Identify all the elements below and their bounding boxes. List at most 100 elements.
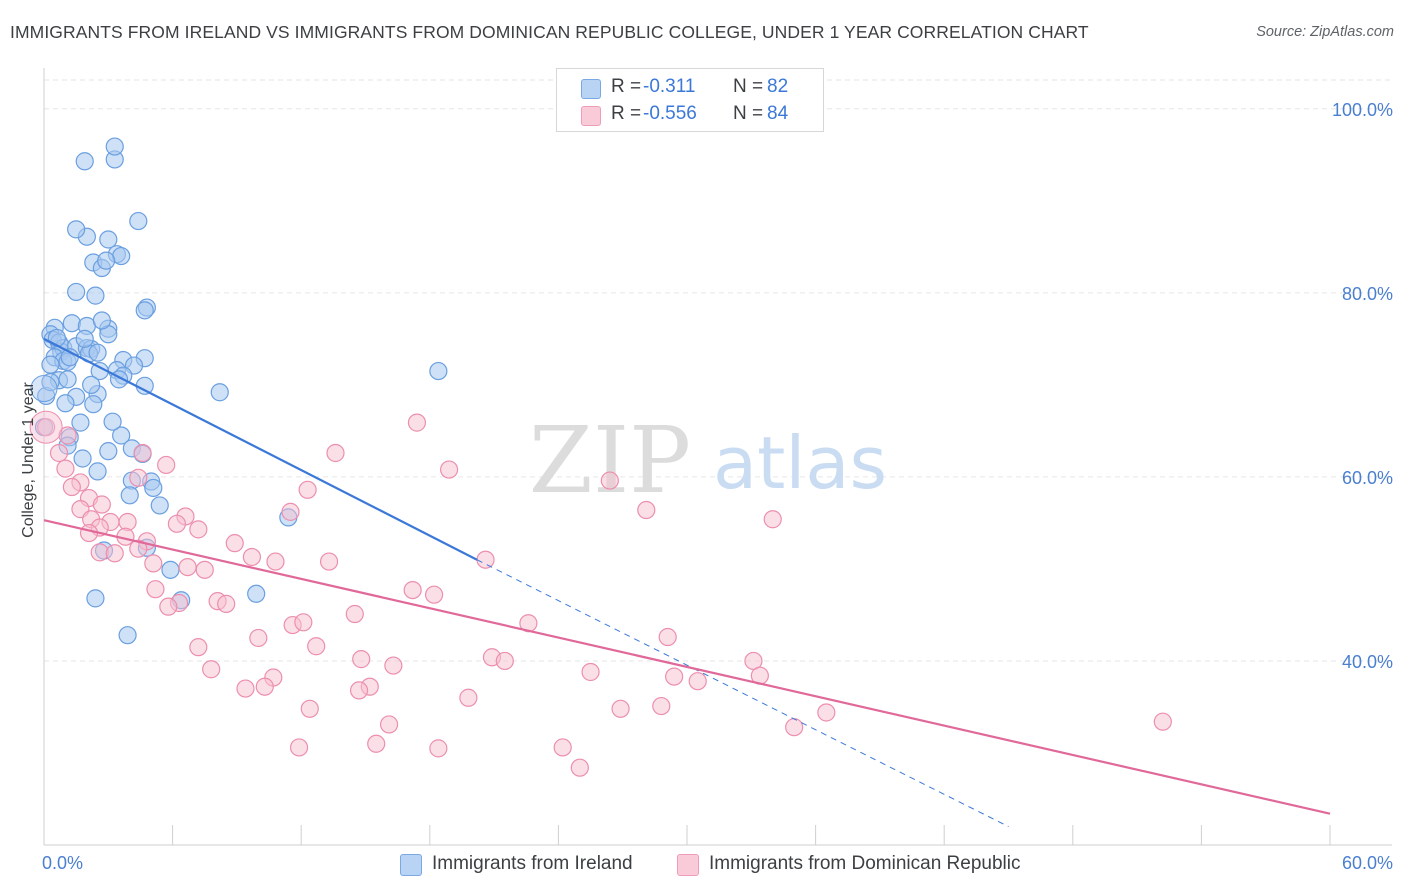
point-dr bbox=[570, 758, 589, 777]
y-tick-label: 40.0% bbox=[1342, 652, 1393, 672]
point-ireland bbox=[103, 412, 122, 431]
point-ireland bbox=[75, 329, 94, 348]
point-ireland bbox=[47, 328, 66, 348]
point-dr bbox=[637, 500, 656, 520]
bottom-legend-label-ireland: Immigrants from Ireland bbox=[432, 853, 633, 874]
point-ireland bbox=[92, 311, 111, 330]
point-ireland bbox=[71, 413, 90, 432]
point-ireland bbox=[161, 560, 180, 579]
point-ireland bbox=[67, 220, 86, 239]
point-dr bbox=[294, 613, 313, 632]
point-dr bbox=[1153, 712, 1172, 731]
point-ireland bbox=[112, 426, 131, 445]
point-ireland bbox=[99, 442, 118, 461]
point-ireland bbox=[118, 626, 137, 645]
point-dr bbox=[384, 656, 403, 675]
source-credit: Source: ZipAtlas.com bbox=[1256, 24, 1394, 40]
watermark-zip: ZIP bbox=[529, 407, 691, 514]
point-ireland bbox=[429, 361, 448, 381]
point-dr bbox=[56, 459, 75, 478]
point-dr bbox=[319, 552, 339, 571]
axes bbox=[43, 68, 1392, 846]
legend-swatch-ireland bbox=[581, 79, 601, 99]
series-ireland-points bbox=[30, 137, 448, 645]
point-dr bbox=[189, 638, 208, 657]
bottom-legend-swatch-ireland bbox=[400, 854, 422, 876]
point-ireland bbox=[58, 370, 77, 389]
point-dr bbox=[58, 426, 77, 445]
point-dr bbox=[62, 477, 81, 497]
point-dr bbox=[133, 443, 152, 463]
point-dr bbox=[688, 672, 707, 691]
point-ireland bbox=[144, 478, 163, 498]
trend-ireland-extension bbox=[476, 559, 1009, 828]
x-tick-label: 60.0% bbox=[1342, 853, 1393, 873]
legend-n-label: N = bbox=[733, 103, 764, 124]
point-ireland bbox=[62, 314, 81, 333]
point-dr bbox=[92, 495, 111, 514]
point-ireland bbox=[97, 251, 116, 270]
point-ireland-large bbox=[30, 375, 58, 403]
point-dr bbox=[307, 637, 326, 656]
point-ireland bbox=[88, 343, 107, 362]
point-dr bbox=[289, 738, 309, 757]
point-dr bbox=[242, 547, 262, 567]
point-dr bbox=[146, 580, 165, 599]
point-ireland bbox=[41, 355, 60, 374]
y-axis-label: College, Under 1 year bbox=[20, 382, 37, 538]
point-dr-large bbox=[29, 410, 63, 444]
point-dr bbox=[424, 585, 444, 604]
legend-r-value: -0.311 bbox=[643, 76, 696, 97]
trend-dr bbox=[43, 519, 1331, 815]
point-dr bbox=[157, 455, 176, 475]
grid-lines bbox=[44, 79, 1392, 662]
watermark-atlas: atlas bbox=[713, 421, 887, 505]
point-ireland bbox=[86, 286, 105, 305]
x-tick-label: 0.0% bbox=[42, 853, 83, 873]
point-ireland bbox=[120, 486, 139, 505]
point-dr bbox=[178, 557, 197, 577]
point-ireland bbox=[105, 137, 124, 156]
point-dr bbox=[665, 667, 684, 686]
point-ireland bbox=[88, 462, 107, 481]
point-dr bbox=[37, 418, 56, 437]
y-tick-label: 60.0% bbox=[1342, 468, 1393, 488]
point-dr bbox=[817, 703, 836, 722]
point-dr bbox=[79, 523, 99, 543]
point-ireland bbox=[84, 395, 103, 414]
bottom-legend-swatch-dr bbox=[677, 854, 699, 876]
point-ireland bbox=[210, 383, 229, 402]
point-ireland bbox=[150, 496, 169, 515]
tick-labels: 40.0% 60.0% 80.0% 100.0% 0.0% 60.0% bbox=[42, 100, 1393, 873]
point-dr bbox=[349, 681, 369, 700]
point-dr bbox=[217, 594, 236, 613]
point-dr bbox=[652, 696, 671, 716]
point-ireland bbox=[99, 230, 118, 249]
legend-n-value: 84 bbox=[767, 103, 789, 124]
point-dr bbox=[403, 580, 422, 600]
point-dr bbox=[249, 628, 268, 648]
legend-swatch-dr bbox=[581, 106, 601, 126]
point-dr bbox=[352, 650, 371, 669]
point-dr bbox=[581, 662, 600, 682]
point-dr bbox=[476, 550, 495, 569]
point-dr bbox=[439, 460, 459, 479]
point-ireland bbox=[82, 375, 101, 394]
point-dr bbox=[379, 715, 399, 734]
trend-lines bbox=[43, 337, 1331, 828]
watermark: ZIP atlas bbox=[529, 407, 887, 514]
point-dr bbox=[495, 651, 514, 671]
y-tick-label: 80.0% bbox=[1342, 284, 1393, 304]
point-dr bbox=[281, 502, 300, 521]
point-dr bbox=[105, 544, 124, 563]
point-dr bbox=[785, 718, 804, 737]
point-ireland bbox=[75, 152, 94, 171]
point-dr bbox=[255, 677, 274, 696]
point-ireland bbox=[112, 246, 131, 266]
point-dr bbox=[298, 480, 317, 499]
point-ireland bbox=[247, 584, 266, 603]
legend-r-label: R = bbox=[611, 76, 642, 97]
point-ireland bbox=[73, 449, 92, 468]
legend-r-label: R = bbox=[611, 103, 642, 124]
